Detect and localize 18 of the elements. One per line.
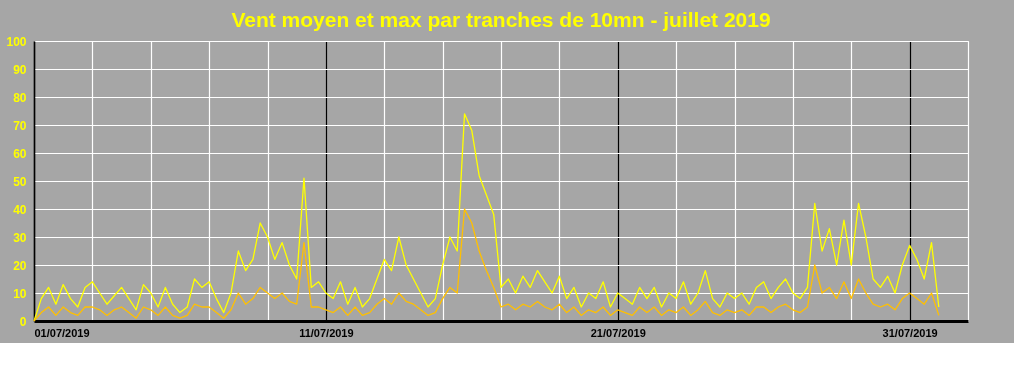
y-tick-label: 50 (13, 174, 27, 189)
line-series (33, 208, 940, 322)
y-tick-label: 30 (13, 230, 27, 245)
chart-title: Vent moyen et max par tranches de 10mn - juillet 2019 (231, 8, 771, 31)
y-tick-label: 90 (13, 62, 27, 77)
y-tick-label: 0 (19, 314, 27, 329)
line-series (33, 113, 940, 322)
y-tick-label: 60 (13, 146, 27, 161)
y-tick-label: 100 (6, 34, 27, 49)
y-tick-label: 70 (13, 118, 27, 133)
y-tick-label: 10 (13, 286, 27, 301)
y-tick-label: 80 (13, 90, 27, 105)
y-tick-label: 20 (13, 258, 27, 273)
x-tick-label: 01/07/2019 (34, 326, 90, 339)
y-tick-label: 40 (13, 202, 27, 217)
x-tick-label: 11/07/2019 (299, 326, 354, 339)
x-tick-label: 31/07/2019 (882, 326, 938, 339)
x-tick-label: 21/07/2019 (590, 326, 646, 339)
